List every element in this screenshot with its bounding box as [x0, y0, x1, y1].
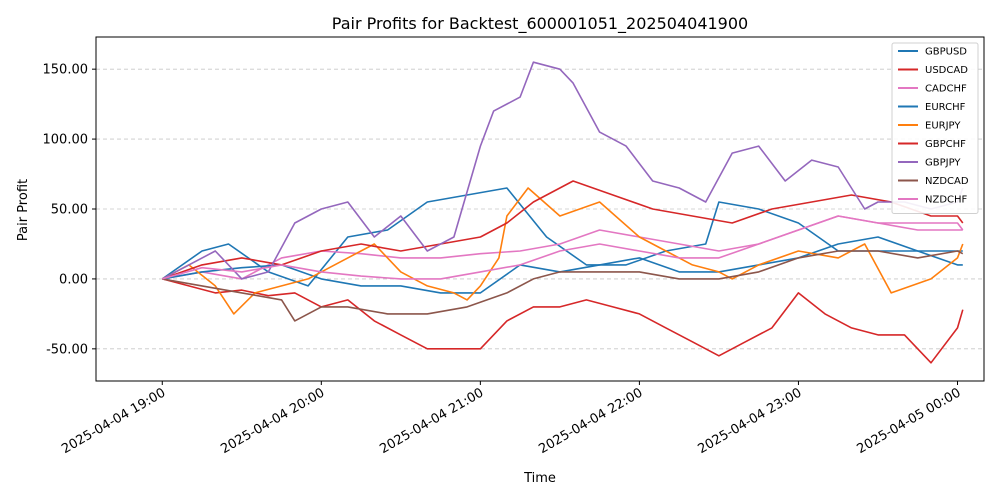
legend-frame — [891, 42, 979, 214]
series-line-nzdcad — [162, 250, 964, 322]
legend-entry: GBPCHF — [925, 139, 966, 150]
chart-title: Pair Profits for Backtest_600001051_2025… — [332, 14, 748, 34]
y-axis-label: Pair Profit — [16, 179, 31, 241]
series-line-usdcad — [162, 278, 964, 364]
legend-entry: GBPUSD — [925, 47, 967, 58]
x-axis-label: Time — [523, 471, 556, 486]
series-line-nzdchf — [162, 215, 963, 280]
legend-entry: NZDCAD — [925, 176, 969, 187]
y-tick-label: 0.00 — [59, 272, 88, 287]
legend-entry: CADCHF — [925, 84, 967, 95]
series-line-eurjpy — [161, 187, 964, 315]
legend-entry: EURCHF — [925, 102, 966, 113]
y-axis-ticks: -50.00 0.00 50.00 100.00 150.00 — [43, 63, 96, 357]
y-tick-label: 100.00 — [43, 133, 89, 148]
series-line-gbpchf — [162, 180, 964, 280]
y-tick-label: 50.00 — [51, 203, 88, 218]
series-line-gbpjpy — [161, 61, 964, 280]
series-line-eurchf — [162, 236, 963, 294]
legend: GBPUSD USDCAD CADCHF EURCHF EURJPY GBPCHF GBPJ… — [891, 42, 979, 214]
legend-entry: USDCAD — [925, 65, 968, 76]
legend-entry: GBPJPY — [925, 158, 961, 169]
legend-entry: NZDCHF — [925, 195, 968, 206]
series-layer — [161, 61, 964, 364]
legend-entry: EURJPY — [925, 121, 961, 132]
y-tick-label: 150.00 — [43, 63, 89, 78]
y-tick-label: -50.00 — [46, 342, 88, 357]
